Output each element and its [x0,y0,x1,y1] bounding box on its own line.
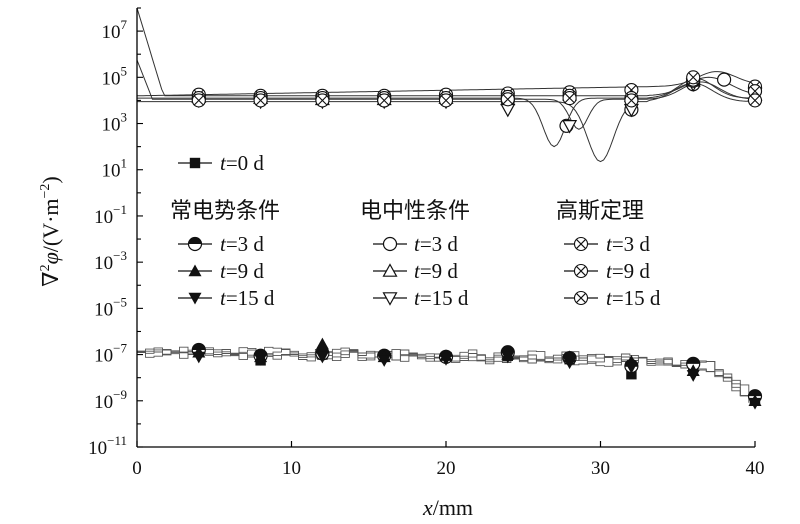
y-tick-label: 101 [102,156,128,182]
legend-entry-marker [382,236,398,252]
legend-entry-marker [382,263,398,277]
data-point-cross [441,95,451,106]
y-tick-label: 10−7 [94,341,127,367]
legend-entry-marker-fill [188,237,202,244]
y-tick-label: 107 [102,17,128,43]
data-point-fill [748,389,762,397]
series-4 [191,72,763,133]
y-tick-label: 103 [102,110,128,136]
data-point [563,357,577,370]
legend-entry-label: t=3 d [220,232,264,256]
data-point-cross [502,94,513,105]
y-tick-label: 10−9 [94,387,127,413]
legend-entry-label: t=3 d [606,232,650,256]
legend-entry-marker-cross [576,239,586,249]
data-point [686,370,700,382]
legend-entry-marker [382,292,398,306]
data-point [192,351,206,364]
data-point-cross [626,95,637,106]
legend-entry-label: t=9 d [606,259,650,283]
data-point [626,369,637,380]
data-point [315,351,329,364]
data-point-cross [564,93,575,104]
x-tick-label: 30 [591,458,610,479]
legend-entry-label: t=9 d [220,259,264,283]
legend-t0-marker [189,157,201,169]
legend-entry-label: t=15 d [220,286,275,310]
y-tick-label: 10−1 [94,202,127,228]
data-point-cross [379,95,390,106]
series-3 [192,351,762,410]
data-point-cross [688,72,699,83]
legend-group-title: 常电势条件 [170,199,280,224]
y-tick-label: 105 [102,63,128,89]
data-point [254,354,268,366]
axes-layer: 0 10 20 30 40 107 105 103 101 10−1 10−3 10−5 10−7 10−… [88,7,765,479]
data-point-cross [317,95,328,106]
series-6 [191,78,763,134]
upper-curve [136,7,756,97]
marker-layer [191,70,763,410]
legend-entry-label: t=9 d [414,259,458,283]
data-point [501,351,515,364]
data-point [624,362,638,374]
legend-entry-label: t=15 d [606,286,661,310]
data-point [716,72,732,87]
data-point [377,355,391,367]
legend-t0-label: t=0 d [220,151,264,175]
series-9 [191,70,763,108]
x-tick-label: 0 [132,458,142,479]
legend-entry-marker [188,264,202,277]
y-tick-label: 10−11 [88,433,127,459]
x-tick-label: 40 [746,458,765,479]
data-point [315,337,329,350]
data-point-cross [750,95,760,106]
legend-entry-marker-cross [576,293,586,303]
x-axis-title: x/mm [422,495,473,520]
legend-group-title: 电中性条件 [360,199,470,224]
legend-group-title: 高斯定理 [556,199,644,224]
data-point [562,120,578,134]
y-tick-label: 10−3 [94,248,127,274]
y-axis-title: ∇2φ/(V·m−2) [38,176,63,287]
axis-labels: x/mm ∇2φ/(V·m−2) [38,176,473,520]
legend-entry-label: t=3 d [414,232,458,256]
legend-entry-label: t=15 d [414,286,469,310]
data-point-fill [686,357,700,364]
data-point-cross [255,95,266,106]
legend-entry-marker-cross [576,266,586,276]
data-point-cross [193,95,204,106]
y-tick-label: 10−5 [94,294,127,320]
x-tick-label: 20 [437,458,456,479]
data-point [439,354,453,366]
legend-entry-marker [188,292,202,305]
data-point [748,397,762,410]
legend: t=0 d 常电势条件 t=3 d t=9 d t=15 d 电中性条件 t=3 d t=9 … [170,151,661,310]
x-tick-label: 10 [282,458,301,479]
